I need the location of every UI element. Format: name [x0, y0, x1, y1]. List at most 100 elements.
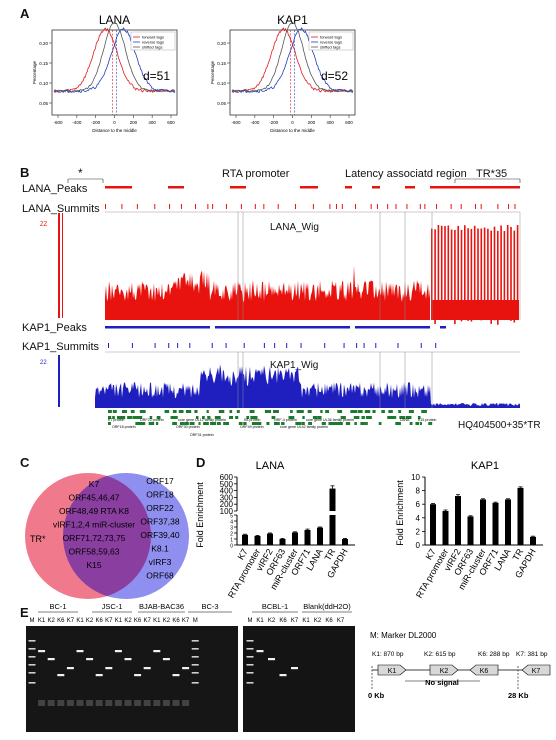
peak-segment [440, 326, 446, 329]
gel-lane-label: K7 [291, 618, 299, 624]
shifted-tags-line [53, 21, 176, 93]
kap1-only-gene: ORF37,38 [140, 517, 179, 527]
gene-block [178, 410, 184, 413]
product-band [162, 658, 170, 661]
gene-block [345, 422, 351, 425]
summit-tick [154, 343, 156, 348]
summit-tick [395, 204, 397, 209]
kap1-peaks-label: KAP1_Peaks [22, 322, 87, 334]
gene-label: K8 protein [244, 418, 260, 422]
gene-label: ORF18 protein [112, 425, 136, 429]
bar [254, 536, 261, 545]
gene-block [288, 416, 295, 419]
gene-block [409, 422, 413, 425]
gene-label: core gene UL12 family protein [178, 418, 226, 422]
tr-repeat-bar [483, 227, 486, 318]
summit-tick [274, 343, 276, 348]
primer-smear [172, 700, 180, 706]
gene-label: LANA [400, 418, 410, 422]
gene-block [353, 416, 360, 419]
peak-segment [300, 186, 318, 189]
product-band [124, 658, 132, 661]
gene-block [395, 422, 401, 425]
primer-smear [57, 700, 65, 706]
gel-lane-label: K6 [279, 618, 287, 624]
gene-block [295, 422, 299, 425]
product-band [279, 674, 287, 677]
gene-block [337, 410, 343, 413]
peak-segment [230, 186, 246, 189]
kap1-only-gene: ORF39,40 [140, 530, 179, 540]
summit-tick [343, 343, 345, 348]
summit-tick [424, 204, 426, 209]
y-tick-label: 3 [230, 526, 233, 532]
x-tick-label: -400 [250, 120, 260, 125]
primer-smear [47, 700, 55, 706]
overlap-gene: K15 [86, 560, 101, 570]
y-tick-label: 6 [416, 500, 421, 509]
summit-tick [375, 343, 377, 348]
y-tick-label: 0 [416, 541, 421, 550]
summit-tick [277, 204, 279, 209]
summit-tick [363, 343, 365, 348]
gene-block [320, 410, 323, 413]
gene-block [354, 422, 357, 425]
chart-title: KAP1 [471, 460, 499, 472]
x-tick-label: -200 [269, 120, 279, 125]
tr-repeat-bar [493, 226, 496, 321]
product-size-label: K2: 615 bp [424, 651, 456, 658]
summit-tick [406, 204, 408, 209]
gene-block [360, 422, 366, 425]
summit-tick [300, 343, 302, 348]
marker-band [246, 648, 254, 650]
marker-band [246, 656, 254, 658]
d-value-label: d=52 [321, 69, 348, 83]
gene-block [207, 416, 211, 419]
kap1-only-gene: ORF18 [146, 490, 174, 500]
overlap-gene: ORF58,59,63 [68, 547, 119, 557]
overlap-gene: ORF71,72,73,75 [63, 533, 126, 543]
y-tick-label: 0.20 [39, 41, 48, 46]
kap1-only-gene: ORF17 [146, 476, 174, 486]
gene-block [164, 410, 170, 413]
tr-repeat-bar [447, 225, 450, 320]
gene-block [296, 410, 302, 413]
y-tick-label: 0.05 [217, 101, 226, 106]
kap1-wig-label: KAP1_Wig [270, 360, 319, 371]
gene-block [357, 410, 363, 413]
marker-band [28, 682, 36, 684]
chart-title: LANA [99, 13, 130, 27]
gel-group-label: BJAB-BAC36 [139, 602, 184, 611]
gene-block [203, 422, 209, 425]
tr-repeat-bar [457, 225, 459, 317]
primer-smear [134, 700, 142, 706]
summit-tick [355, 204, 357, 209]
y-tick-label: 4 [416, 514, 421, 523]
gel-lane-label: K6 [96, 618, 104, 624]
gene-block [185, 410, 192, 413]
gene-block [149, 416, 153, 419]
gene-block [155, 422, 159, 425]
tr-repeat-bar [444, 226, 446, 320]
gel-lane-label: K1 [38, 618, 46, 624]
primer-smear [86, 700, 94, 706]
orf-arrow [469, 664, 499, 676]
gene-block [127, 416, 133, 419]
gene-block [325, 410, 330, 413]
gel-lane-label: K6 [134, 618, 142, 624]
bar [492, 502, 499, 545]
x-tick-label: 400 [148, 120, 156, 125]
kap1-wig-signal [95, 364, 520, 408]
y-axis-label: Fold Enrichment [195, 482, 205, 548]
gene-block [398, 410, 402, 413]
summit-tick [341, 204, 343, 209]
summit-tick [154, 204, 156, 209]
y-tick-label: 0.05 [39, 101, 48, 106]
gene-block [415, 422, 420, 425]
marker-legend: M: Marker DL2000 [370, 631, 437, 640]
tr-repeat-bar [437, 225, 440, 318]
gene-block [391, 416, 397, 419]
gel-lane-label: K2 [163, 618, 171, 624]
no-signal-label: No signal [425, 678, 459, 687]
